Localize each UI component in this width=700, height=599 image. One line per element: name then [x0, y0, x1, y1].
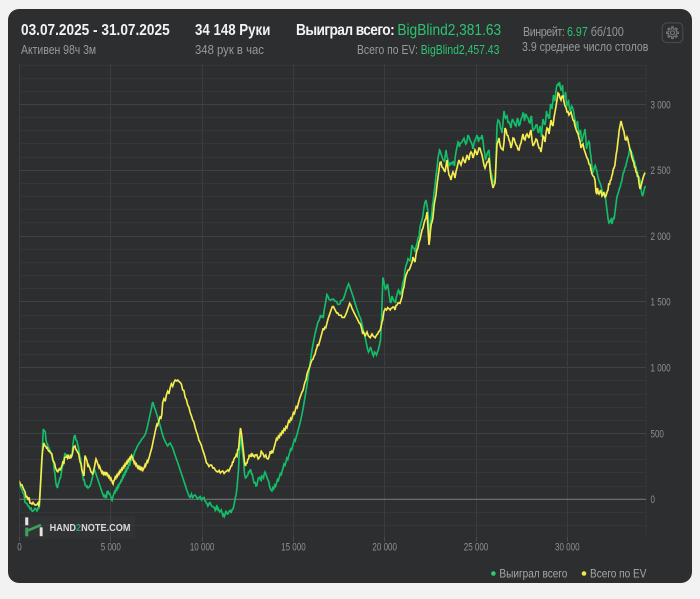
- svg-text:30 000: 30 000: [555, 541, 580, 554]
- svg-text:10 000: 10 000: [190, 541, 215, 554]
- svg-text:2 000: 2 000: [651, 231, 671, 244]
- svg-text:HAND2NOTE.COM: HAND2NOTE.COM: [50, 523, 131, 535]
- svg-text:500: 500: [651, 428, 664, 441]
- svg-text:3 000: 3 000: [651, 99, 671, 112]
- svg-text:0: 0: [17, 541, 21, 554]
- svg-text:15 000: 15 000: [281, 541, 306, 554]
- svg-text:20 000: 20 000: [372, 541, 397, 554]
- svg-text:25 000: 25 000: [464, 541, 489, 554]
- svg-text:Выиграл всего: Выиграл всего: [499, 568, 567, 581]
- svg-text:5 000: 5 000: [101, 541, 121, 554]
- svg-text:1 500: 1 500: [651, 297, 671, 310]
- svg-text:1 000: 1 000: [651, 362, 671, 375]
- svg-text:0: 0: [651, 494, 655, 507]
- svg-text:2 500: 2 500: [651, 165, 671, 178]
- svg-text:Всего по EV: Всего по EV: [590, 568, 647, 581]
